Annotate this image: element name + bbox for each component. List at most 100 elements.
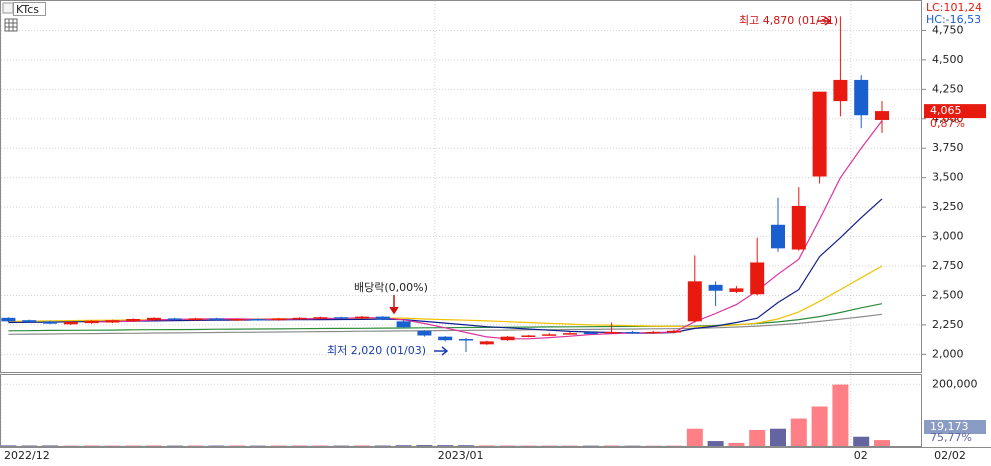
lc-label: LC:101,24 (926, 1, 982, 14)
candle-body (1, 317, 16, 322)
volume-bar (146, 445, 162, 447)
table-icon-grid (5, 19, 17, 31)
candle-body (438, 336, 453, 341)
chart-title: KTcs (16, 3, 39, 16)
volume-bar (291, 445, 308, 447)
candle-body (459, 339, 473, 341)
candle-body (875, 111, 889, 120)
volume-bar (395, 445, 412, 447)
candle-body (687, 281, 702, 322)
candle-body (854, 79, 869, 116)
candle-body (729, 288, 744, 292)
y-tick-label: 2,000 (932, 347, 964, 360)
candle-body (396, 321, 411, 328)
last-volume-box (924, 420, 986, 434)
candle-body (771, 224, 785, 249)
candle-body (479, 341, 494, 345)
volume-bar (832, 384, 849, 446)
low-annotation: 최저 2,020 (01/03) (327, 344, 426, 357)
ex-dividend-arrow (389, 295, 399, 315)
candle-body (313, 317, 328, 319)
candle-body (105, 320, 120, 323)
y-tick-label: 3,750 (932, 141, 964, 154)
candle-body (209, 318, 224, 320)
candle-body (84, 320, 99, 324)
volume-bar (811, 406, 828, 446)
title-box (13, 2, 46, 16)
price-pane-frame (0, 0, 922, 373)
change-label: 0,87% (930, 117, 965, 130)
y-tick-label: 4,250 (932, 82, 964, 95)
volume-bar (707, 441, 724, 446)
hc-label: HC:-16,53 (926, 13, 981, 26)
moving-average-line (8, 198, 883, 334)
candle-body (708, 284, 723, 291)
last-volume-label: 19,173 (930, 420, 969, 433)
candle-body (521, 335, 536, 337)
y-tick-label: 2,500 (932, 288, 964, 301)
y-tick-label: 3,250 (932, 200, 964, 213)
volume-bar (853, 436, 870, 446)
moving-average-line (8, 313, 883, 335)
x-tick-label: 2023/01 (438, 449, 484, 462)
volume-bar (478, 445, 495, 447)
volume-bar (437, 445, 454, 447)
candle-body (167, 318, 182, 320)
volume-bar (416, 445, 433, 447)
candle-body (43, 321, 57, 324)
y-tick-label: 3,000 (932, 230, 964, 243)
candle-body (646, 331, 661, 334)
y-tick-label: 3,500 (932, 171, 964, 184)
candle-body (251, 319, 265, 321)
volume-bar (749, 429, 766, 446)
volume-bar (686, 428, 703, 446)
x-tick-label: 02 (854, 449, 868, 462)
volume-bar (458, 445, 474, 447)
candle-body (583, 332, 598, 335)
table-icon[interactable] (4, 18, 18, 32)
last-price-box (924, 104, 986, 119)
candle-body (126, 319, 141, 322)
volume-ratio-label: 75,77% (930, 431, 972, 444)
candle-body (292, 317, 307, 320)
candle-body (230, 319, 245, 321)
current-date: 02/02 (934, 449, 966, 462)
high-arrow (817, 16, 832, 26)
volume-bar (790, 418, 807, 446)
candle-body (812, 91, 827, 177)
candle-body (334, 317, 349, 319)
candle-body (63, 321, 78, 325)
volume-bar (874, 440, 890, 446)
candle-body (188, 318, 203, 321)
candle-body (542, 334, 557, 336)
candle-body (271, 318, 286, 321)
candle-body (750, 262, 765, 295)
volume-pane-frame (0, 374, 922, 447)
candle-body (625, 331, 640, 334)
candle-body (563, 333, 577, 335)
candle-body (791, 205, 806, 250)
y-tick-label: 2,750 (932, 259, 964, 272)
candle-body (147, 317, 161, 321)
candle-body (355, 316, 369, 319)
volume-bar (354, 445, 370, 447)
grid-layer (0, 1, 922, 446)
candle-body (500, 336, 515, 341)
volume-bar (728, 442, 745, 446)
candle-body (604, 331, 619, 334)
y-tick-label: 4,750 (932, 23, 964, 36)
low-arrow (434, 346, 449, 356)
ex-dividend-annotation: 배당락(0,00%) (354, 281, 428, 294)
volume-bar (42, 445, 58, 447)
y-tick-label: 4,500 (932, 53, 964, 66)
candle-body (833, 79, 848, 102)
candle-body (375, 316, 390, 320)
title-icon[interactable] (2, 2, 14, 14)
candle-body (417, 330, 432, 336)
last-price-label: 4,065 (930, 104, 962, 117)
volume-bar (770, 428, 786, 446)
y-tick-label: 2,250 (932, 318, 964, 331)
high-annotation: 최고 4,870 (01/31) (739, 14, 838, 27)
